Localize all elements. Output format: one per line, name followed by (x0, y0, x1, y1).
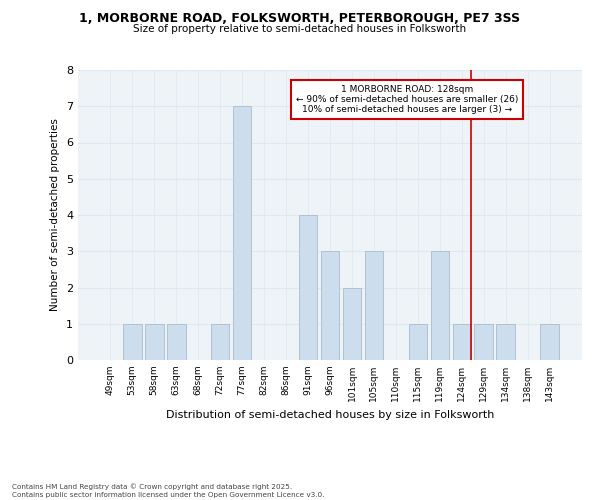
Bar (343, 288, 361, 360)
Text: 1 MORBORNE ROAD: 128sqm
← 90% of semi-detached houses are smaller (26)
10% of se: 1 MORBORNE ROAD: 128sqm ← 90% of semi-de… (296, 84, 518, 114)
Text: 1, MORBORNE ROAD, FOLKSWORTH, PETERBOROUGH, PE7 3SS: 1, MORBORNE ROAD, FOLKSWORTH, PETERBOROU… (79, 12, 521, 26)
X-axis label: Distribution of semi-detached houses by size in Folksworth: Distribution of semi-detached houses by … (166, 410, 494, 420)
Bar (299, 215, 317, 360)
Bar (167, 324, 185, 360)
Bar (365, 251, 383, 360)
Bar (496, 324, 515, 360)
Bar (541, 324, 559, 360)
Bar (409, 324, 427, 360)
Bar (145, 324, 164, 360)
Bar (123, 324, 142, 360)
Bar (475, 324, 493, 360)
Bar (233, 106, 251, 360)
Bar (211, 324, 229, 360)
Bar (320, 251, 340, 360)
Text: Size of property relative to semi-detached houses in Folksworth: Size of property relative to semi-detach… (133, 24, 467, 34)
Bar (452, 324, 471, 360)
Y-axis label: Number of semi-detached properties: Number of semi-detached properties (50, 118, 61, 312)
Bar (431, 251, 449, 360)
Text: Contains HM Land Registry data © Crown copyright and database right 2025.
Contai: Contains HM Land Registry data © Crown c… (12, 484, 325, 498)
